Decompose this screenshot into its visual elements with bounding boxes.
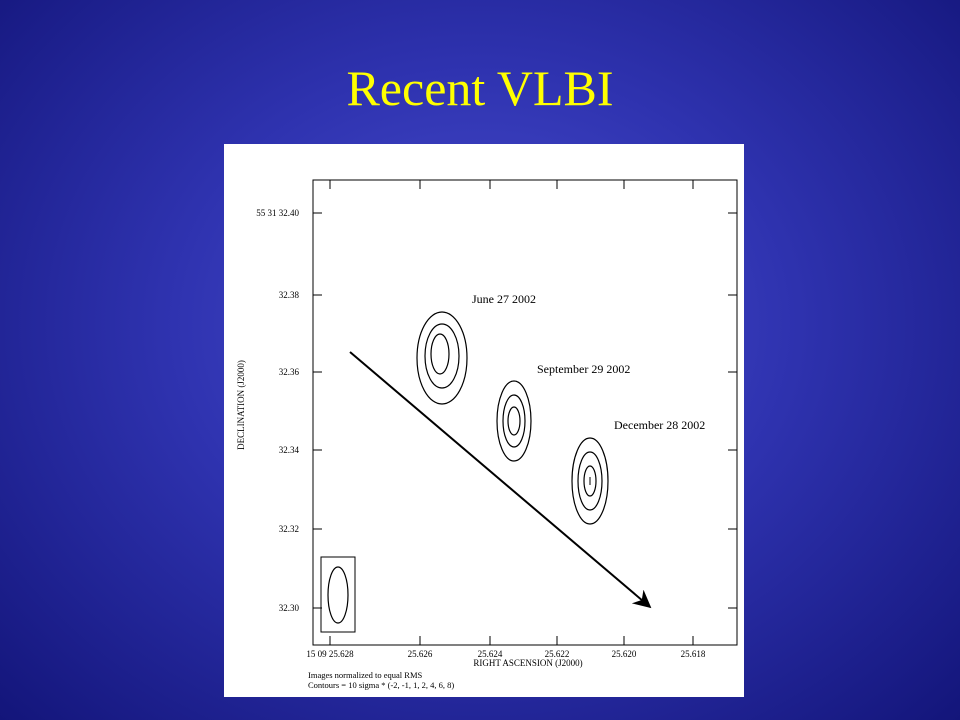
beam [320,556,356,633]
tick-marks [313,180,737,645]
x-axis-label: RIGHT ASCENSION (J2000) [473,658,582,668]
slide-title: Recent VLBI [346,60,614,116]
x-tick-label: 25.620 [612,649,637,659]
annotation: September 29 2002 [537,362,630,376]
y-axis-label: DECLINATION (J2000) [236,360,246,450]
y-tick-label: 32.34 [279,445,300,455]
x-tick-label: 15 09 25.628 [306,649,354,659]
note: Images normalized to equal RMS [308,670,423,680]
contours-june [416,311,468,405]
y-tick-label: 32.32 [279,524,299,534]
contours-december [571,437,609,525]
x-tick-label: 25.624 [478,649,503,659]
y-tick-label: 32.30 [279,603,300,613]
y-tick-label: 55 31 32.40 [256,208,299,218]
x-tick-label: 25.618 [681,649,706,659]
note: Contours = 10 sigma * (-2, -1, 1, 2, 4, … [308,680,454,690]
annotation: June 27 2002 [472,292,536,306]
x-tick-label: 25.622 [545,649,570,659]
annotation: December 28 2002 [614,418,705,432]
y-tick-label: 32.36 [279,367,300,377]
contours-september [496,380,532,462]
plot-frame [312,179,738,646]
motion-arrow [349,351,652,609]
y-tick-label: 32.38 [279,290,300,300]
x-tick-label: 25.626 [408,649,433,659]
figure-background [224,144,744,697]
